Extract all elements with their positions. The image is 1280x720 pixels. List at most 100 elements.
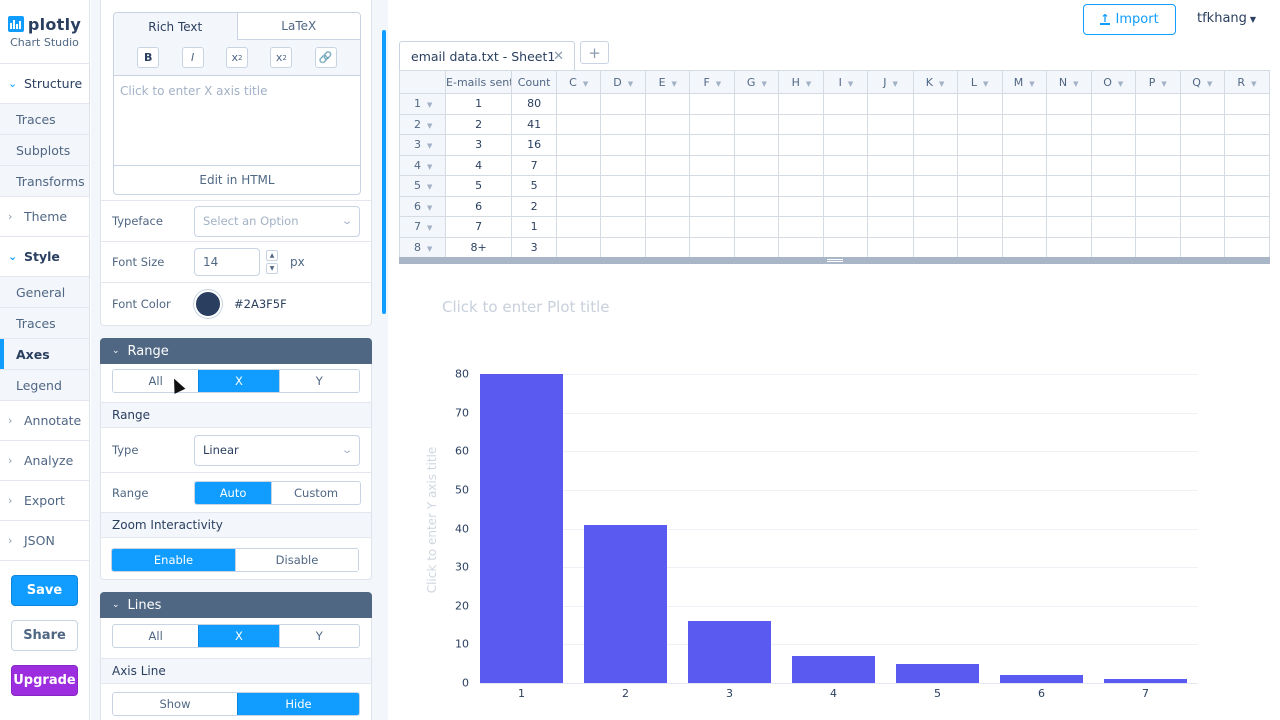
column-header[interactable]: P ▼ bbox=[1134, 70, 1181, 94]
table-cell[interactable]: 4 bbox=[445, 154, 513, 176]
column-header[interactable]: G ▼ bbox=[734, 70, 780, 94]
table-cell[interactable] bbox=[778, 134, 825, 156]
table-cell[interactable] bbox=[1045, 113, 1092, 135]
table-cell[interactable] bbox=[823, 154, 869, 176]
table-cell[interactable] bbox=[1045, 195, 1092, 217]
grid-resize-bar[interactable] bbox=[399, 257, 1270, 264]
table-cell[interactable] bbox=[1001, 93, 1047, 115]
table-cell[interactable]: 2 bbox=[511, 195, 558, 217]
table-cell[interactable] bbox=[1223, 154, 1271, 176]
table-cell[interactable] bbox=[912, 113, 958, 135]
typeface-select[interactable]: Select an Option ⌄ bbox=[194, 205, 360, 237]
table-cell[interactable] bbox=[778, 154, 825, 176]
table-cell[interactable] bbox=[1045, 175, 1092, 197]
column-header[interactable]: H ▼ bbox=[778, 70, 825, 94]
sidebar-group-style[interactable]: ⌄ Style bbox=[0, 237, 89, 277]
table-cell[interactable] bbox=[556, 93, 602, 115]
table-cell[interactable] bbox=[1223, 175, 1271, 197]
table-cell[interactable] bbox=[1001, 216, 1047, 238]
y-axis-title-placeholder[interactable]: Click to enter Y axis title bbox=[425, 446, 439, 594]
table-cell[interactable] bbox=[778, 195, 825, 217]
table-cell[interactable] bbox=[734, 236, 780, 258]
column-header[interactable]: Count bbox=[511, 70, 558, 94]
italic-button[interactable]: I bbox=[181, 47, 204, 68]
import-button[interactable]: ↑ Import bbox=[1083, 4, 1176, 35]
table-cell[interactable]: 7 bbox=[445, 216, 513, 238]
sidebar-item-transforms[interactable]: Transforms bbox=[0, 166, 89, 197]
table-cell[interactable] bbox=[823, 216, 869, 238]
table-cell[interactable] bbox=[1001, 154, 1047, 176]
table-cell[interactable] bbox=[956, 195, 1003, 217]
table-cell[interactable] bbox=[600, 134, 647, 156]
table-cell[interactable] bbox=[1134, 154, 1181, 176]
column-header[interactable]: R ▼ bbox=[1223, 70, 1271, 94]
axis-line-hide-option[interactable]: Hide bbox=[236, 693, 359, 715]
table-cell[interactable] bbox=[912, 195, 958, 217]
zoom-enable-option[interactable]: Enable bbox=[112, 549, 235, 571]
table-cell[interactable] bbox=[645, 113, 691, 135]
increment-icon[interactable]: ▲ bbox=[266, 250, 278, 261]
row-number[interactable]: 4 ▼ bbox=[398, 154, 447, 176]
sidebar-group-analyze[interactable]: › Analyze bbox=[0, 441, 89, 481]
table-cell[interactable]: 1 bbox=[511, 216, 558, 238]
decrement-icon[interactable]: ▼ bbox=[266, 263, 278, 274]
table-cell[interactable] bbox=[689, 216, 736, 238]
bar[interactable] bbox=[792, 655, 875, 683]
table-cell[interactable] bbox=[912, 93, 958, 115]
table-cell[interactable] bbox=[823, 134, 869, 156]
table-cell[interactable] bbox=[1045, 93, 1092, 115]
sheet-tab[interactable]: email data.txt - Sheet1 ✕ bbox=[399, 41, 575, 70]
table-cell[interactable] bbox=[1001, 113, 1047, 135]
table-cell[interactable] bbox=[1045, 216, 1092, 238]
table-cell[interactable] bbox=[645, 93, 691, 115]
axis-x-option[interactable]: X bbox=[198, 370, 279, 392]
table-cell[interactable] bbox=[1134, 113, 1181, 135]
column-header[interactable]: D ▼ bbox=[600, 70, 647, 94]
table-cell[interactable] bbox=[867, 216, 914, 238]
axis-y-option[interactable]: Y bbox=[278, 370, 359, 392]
table-cell[interactable] bbox=[1090, 113, 1136, 135]
table-cell[interactable] bbox=[912, 216, 958, 238]
sidebar-item-axes[interactable]: Axes bbox=[0, 339, 89, 370]
row-number[interactable]: 1 ▼ bbox=[398, 93, 447, 115]
sidebar-item-style-traces[interactable]: Traces bbox=[0, 308, 89, 339]
table-cell[interactable] bbox=[1179, 134, 1225, 156]
table-cell[interactable] bbox=[645, 175, 691, 197]
row-number[interactable]: 7 ▼ bbox=[398, 216, 447, 238]
table-cell[interactable] bbox=[556, 195, 602, 217]
table-cell[interactable] bbox=[689, 236, 736, 258]
table-cell[interactable] bbox=[645, 195, 691, 217]
table-cell[interactable] bbox=[689, 93, 736, 115]
table-cell[interactable] bbox=[734, 93, 780, 115]
table-cell[interactable] bbox=[734, 154, 780, 176]
axis-x-option[interactable]: X bbox=[198, 625, 279, 647]
table-cell[interactable] bbox=[1090, 93, 1136, 115]
table-cell[interactable] bbox=[912, 236, 958, 258]
table-cell[interactable] bbox=[556, 175, 602, 197]
table-cell[interactable] bbox=[778, 216, 825, 238]
table-cell[interactable] bbox=[912, 134, 958, 156]
table-cell[interactable] bbox=[823, 113, 869, 135]
table-cell[interactable] bbox=[1090, 175, 1136, 197]
table-cell[interactable] bbox=[645, 154, 691, 176]
table-cell[interactable] bbox=[556, 236, 602, 258]
table-cell[interactable] bbox=[689, 195, 736, 217]
table-cell[interactable] bbox=[1134, 216, 1181, 238]
table-cell[interactable] bbox=[1134, 93, 1181, 115]
table-cell[interactable] bbox=[867, 195, 914, 217]
table-cell[interactable] bbox=[556, 216, 602, 238]
add-sheet-button[interactable]: + bbox=[580, 41, 609, 64]
table-cell[interactable] bbox=[1179, 175, 1225, 197]
sidebar-item-subplots[interactable]: Subplots bbox=[0, 135, 89, 166]
table-cell[interactable] bbox=[867, 154, 914, 176]
table-cell[interactable] bbox=[600, 175, 647, 197]
table-cell[interactable] bbox=[734, 195, 780, 217]
table-cell[interactable] bbox=[1223, 93, 1271, 115]
font-size-input[interactable]: 14 bbox=[194, 248, 260, 276]
table-cell[interactable] bbox=[956, 134, 1003, 156]
table-cell[interactable] bbox=[600, 113, 647, 135]
table-cell[interactable] bbox=[1179, 195, 1225, 217]
bar[interactable] bbox=[1000, 675, 1083, 683]
table-cell[interactable]: 16 bbox=[511, 134, 558, 156]
